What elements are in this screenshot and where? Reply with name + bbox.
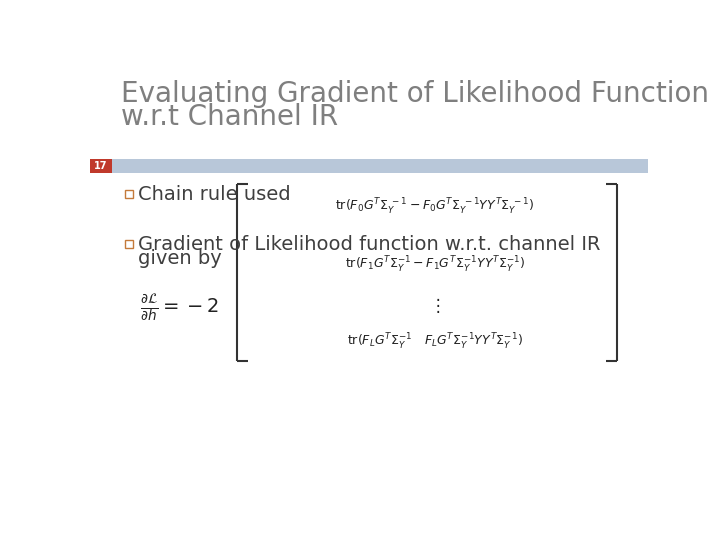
Bar [125, 240, 132, 248]
Text: Gradient of Likelihood function w.r.t. channel IR: Gradient of Likelihood function w.r.t. c… [138, 235, 600, 254]
Text: $\vdots$: $\vdots$ [429, 295, 441, 314]
Text: w.r.t Channel IR: w.r.t Channel IR [121, 103, 338, 131]
Text: $\mathrm{tr}(F_L G^T \Sigma_Y^{-1} \quad F_L G^T \Sigma_Y^{-1} Y Y^T \Sigma_Y^{-: $\mathrm{tr}(F_L G^T \Sigma_Y^{-1} \quad… [347, 332, 523, 352]
Text: $\mathrm{tr}(F_0 G^T \Sigma_Y^{\ -1} - F_0 G^T \Sigma_Y^{\ -1} Y Y^T \Sigma_Y^{\: $\mathrm{tr}(F_0 G^T \Sigma_Y^{\ -1} - F… [336, 197, 534, 217]
Bar [90, 159, 648, 173]
Bar [90, 159, 112, 173]
Text: $\frac{\partial \mathcal{L}}{\partial h} = -2$: $\frac{\partial \mathcal{L}}{\partial h}… [140, 292, 219, 323]
Text: $\mathrm{tr}(F_1 G^T \Sigma_Y^{-1} - F_1 G^T \Sigma_Y^{-1} Y Y^T \Sigma_Y^{-1})$: $\mathrm{tr}(F_1 G^T \Sigma_Y^{-1} - F_1… [345, 255, 525, 275]
Text: Chain rule used: Chain rule used [138, 185, 291, 204]
Bar [125, 190, 132, 198]
Text: 17: 17 [94, 161, 107, 171]
Text: given by: given by [138, 249, 222, 268]
Text: Evaluating Gradient of Likelihood Function: Evaluating Gradient of Likelihood Functi… [121, 80, 709, 108]
